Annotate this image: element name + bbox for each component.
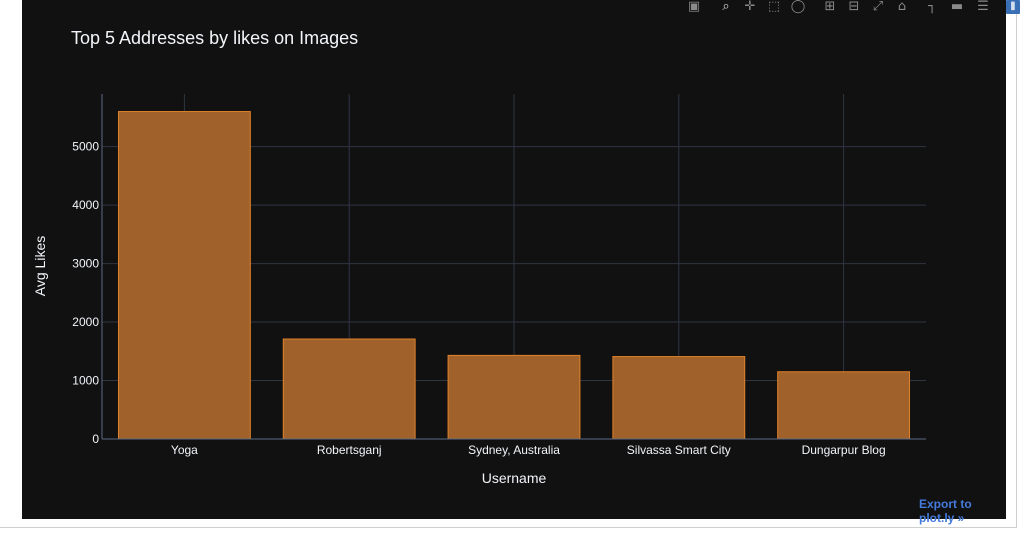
bar-3[interactable] <box>612 356 746 440</box>
spike-lines-icon[interactable]: ┐ <box>928 0 936 14</box>
plot-container: ▣ ⌕ ✛ ⬚ ◯ ⊞ ⊟ ⤢ ⌂ ┐ ▬ ☰ ⫼ 0 1000 2000 3000 4… <box>22 0 1020 525</box>
zoom-in-icon[interactable]: ⊞ <box>824 0 836 14</box>
y-tick-label: 3000 <box>72 257 99 271</box>
y-tick-label: 5000 <box>72 140 99 154</box>
x-tick-label: Robertsganj <box>317 443 382 457</box>
export-to-plotly-link[interactable]: Export to plot.ly » <box>919 497 972 525</box>
y-axis-title: Avg Likes <box>32 236 48 296</box>
hover-compare-icon[interactable]: ☰ <box>977 0 989 14</box>
bar-1[interactable] <box>282 338 416 440</box>
y-tick-label: 2000 <box>72 315 99 329</box>
frame-right-border <box>1016 0 1017 528</box>
zoom-out-icon[interactable]: ⊟ <box>848 0 860 14</box>
x-tick-label: Yoga <box>171 443 198 457</box>
camera-icon[interactable]: ▣ <box>687 0 701 14</box>
bar-2[interactable] <box>447 354 581 440</box>
hover-closest-icon[interactable]: ▬ <box>950 0 964 14</box>
bar-4[interactable] <box>777 371 911 440</box>
chart-title: Top 5 Addresses by likes on Images <box>71 28 358 48</box>
zoom-icon[interactable]: ⌕ <box>722 0 730 14</box>
bar-chart: 0 1000 2000 3000 4000 5000 Yoga Robertsganj Sydn… <box>32 28 926 486</box>
axis-layer: 0 1000 2000 3000 4000 5000 Yoga Robertsganj Sydn… <box>72 94 926 457</box>
y-tick-label: 4000 <box>72 198 99 212</box>
pan-icon[interactable]: ✛ <box>744 0 756 14</box>
y-tick-label: 0 <box>92 432 99 446</box>
plotly-logo-icon[interactable]: ⫼ <box>1006 0 1020 14</box>
x-tick-label: Dungarpur Blog <box>802 443 886 457</box>
autoscale-icon[interactable]: ⤢ <box>872 0 884 14</box>
reset-axes-icon[interactable]: ⌂ <box>897 0 907 14</box>
bar-0[interactable] <box>117 111 251 440</box>
x-tick-label: Silvassa Smart City <box>627 443 731 457</box>
y-tick-label: 1000 <box>72 374 99 388</box>
x-tick-label: Sydney, Australia <box>468 443 560 457</box>
lasso-select-icon[interactable]: ◯ <box>790 0 806 14</box>
x-axis-title: Username <box>482 470 547 486</box>
frame-bottom-border <box>0 527 1017 528</box>
box-select-icon[interactable]: ⬚ <box>767 0 781 14</box>
bar-layer <box>117 111 911 440</box>
